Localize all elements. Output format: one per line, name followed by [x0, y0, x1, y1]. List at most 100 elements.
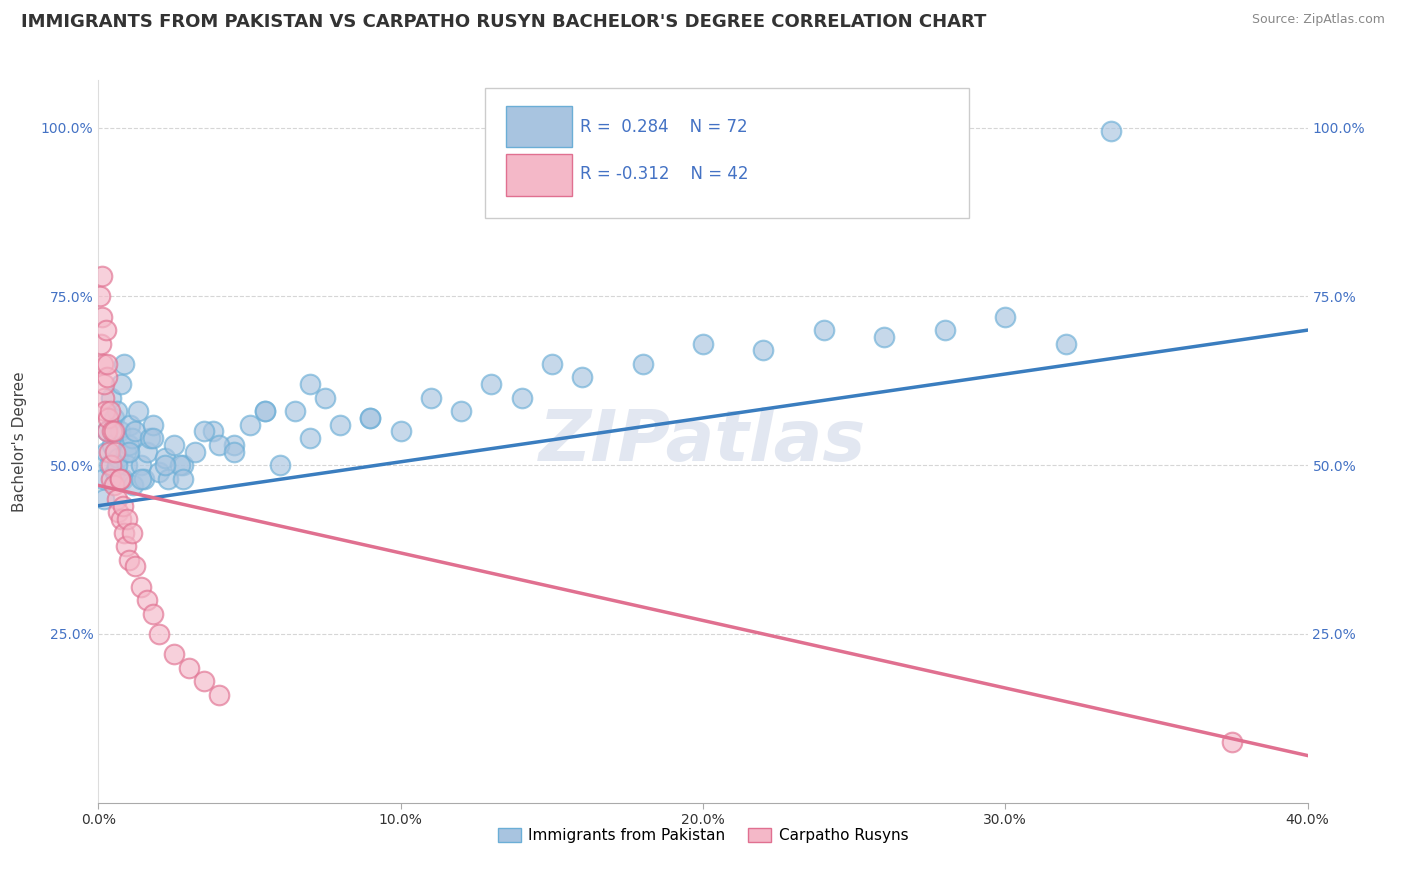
- Point: [163, 438, 186, 452]
- Point: [420, 391, 443, 405]
- Point: [129, 580, 152, 594]
- Point: [108, 472, 131, 486]
- Point: [510, 391, 533, 405]
- Point: [202, 425, 225, 439]
- Point: [253, 404, 276, 418]
- Point: [813, 323, 835, 337]
- Point: [142, 607, 165, 621]
- Point: [1220, 735, 1243, 749]
- Point: [93, 391, 115, 405]
- Point: [91, 472, 114, 486]
- Point: [107, 451, 129, 466]
- Point: [269, 458, 291, 472]
- Point: [139, 431, 162, 445]
- Point: [110, 377, 132, 392]
- Point: [104, 465, 127, 479]
- Point: [98, 444, 121, 458]
- Point: [184, 444, 207, 458]
- Point: [96, 425, 118, 439]
- Point: [94, 323, 117, 337]
- Point: [118, 444, 141, 458]
- Point: [118, 552, 141, 566]
- Point: [172, 458, 194, 472]
- Point: [105, 458, 128, 472]
- Point: [129, 472, 152, 486]
- Point: [224, 438, 246, 452]
- Point: [122, 478, 145, 492]
- Point: [93, 491, 115, 506]
- Point: [540, 357, 562, 371]
- Point: [105, 491, 128, 506]
- Point: [96, 370, 118, 384]
- Point: [299, 377, 322, 392]
- Point: [108, 425, 131, 439]
- Point: [571, 370, 593, 384]
- Point: [105, 404, 128, 418]
- Point: [692, 336, 714, 351]
- Y-axis label: Bachelor's Degree: Bachelor's Degree: [13, 371, 27, 512]
- Point: [91, 357, 114, 371]
- Point: [994, 310, 1017, 324]
- Point: [389, 425, 412, 439]
- Point: [100, 472, 122, 486]
- Point: [481, 377, 503, 392]
- Point: [163, 647, 186, 661]
- Point: [135, 444, 157, 458]
- Point: [115, 512, 138, 526]
- Point: [631, 357, 654, 371]
- Point: [127, 404, 149, 418]
- Point: [108, 472, 131, 486]
- Text: ZIPatlas: ZIPatlas: [540, 407, 866, 476]
- Point: [253, 404, 276, 418]
- Point: [107, 505, 129, 519]
- Point: [110, 512, 132, 526]
- Point: [100, 458, 122, 472]
- Point: [118, 438, 141, 452]
- Point: [873, 330, 896, 344]
- Point: [91, 269, 114, 284]
- FancyBboxPatch shape: [506, 105, 572, 147]
- Point: [156, 472, 179, 486]
- Text: Source: ZipAtlas.com: Source: ZipAtlas.com: [1251, 13, 1385, 27]
- Point: [96, 425, 118, 439]
- Point: [89, 289, 111, 303]
- Legend: Immigrants from Pakistan, Carpatho Rusyns: Immigrants from Pakistan, Carpatho Rusyn…: [492, 822, 914, 849]
- Point: [103, 478, 125, 492]
- Text: R =  0.284    N = 72: R = 0.284 N = 72: [579, 118, 748, 136]
- Point: [299, 431, 322, 445]
- Point: [124, 425, 146, 439]
- Point: [112, 525, 135, 540]
- Point: [193, 425, 215, 439]
- Point: [121, 431, 143, 445]
- Point: [1054, 336, 1077, 351]
- Point: [121, 525, 143, 540]
- Point: [179, 661, 201, 675]
- Point: [114, 539, 136, 553]
- Point: [148, 465, 170, 479]
- Point: [329, 417, 352, 432]
- Text: R = -0.312    N = 42: R = -0.312 N = 42: [579, 165, 748, 183]
- Point: [934, 323, 956, 337]
- Point: [752, 343, 775, 358]
- Point: [208, 438, 231, 452]
- Point: [114, 444, 136, 458]
- FancyBboxPatch shape: [485, 87, 969, 218]
- Point: [96, 357, 118, 371]
- Point: [153, 451, 176, 466]
- Point: [450, 404, 472, 418]
- Point: [239, 417, 262, 432]
- Point: [101, 438, 124, 452]
- Point: [132, 472, 155, 486]
- Point: [314, 391, 336, 405]
- Point: [142, 417, 165, 432]
- Point: [193, 674, 215, 689]
- Point: [111, 499, 134, 513]
- Point: [93, 377, 115, 392]
- Point: [98, 458, 121, 472]
- Point: [103, 425, 125, 439]
- Point: [169, 458, 191, 472]
- Point: [135, 593, 157, 607]
- Point: [111, 472, 134, 486]
- Point: [100, 391, 122, 405]
- Point: [115, 458, 138, 472]
